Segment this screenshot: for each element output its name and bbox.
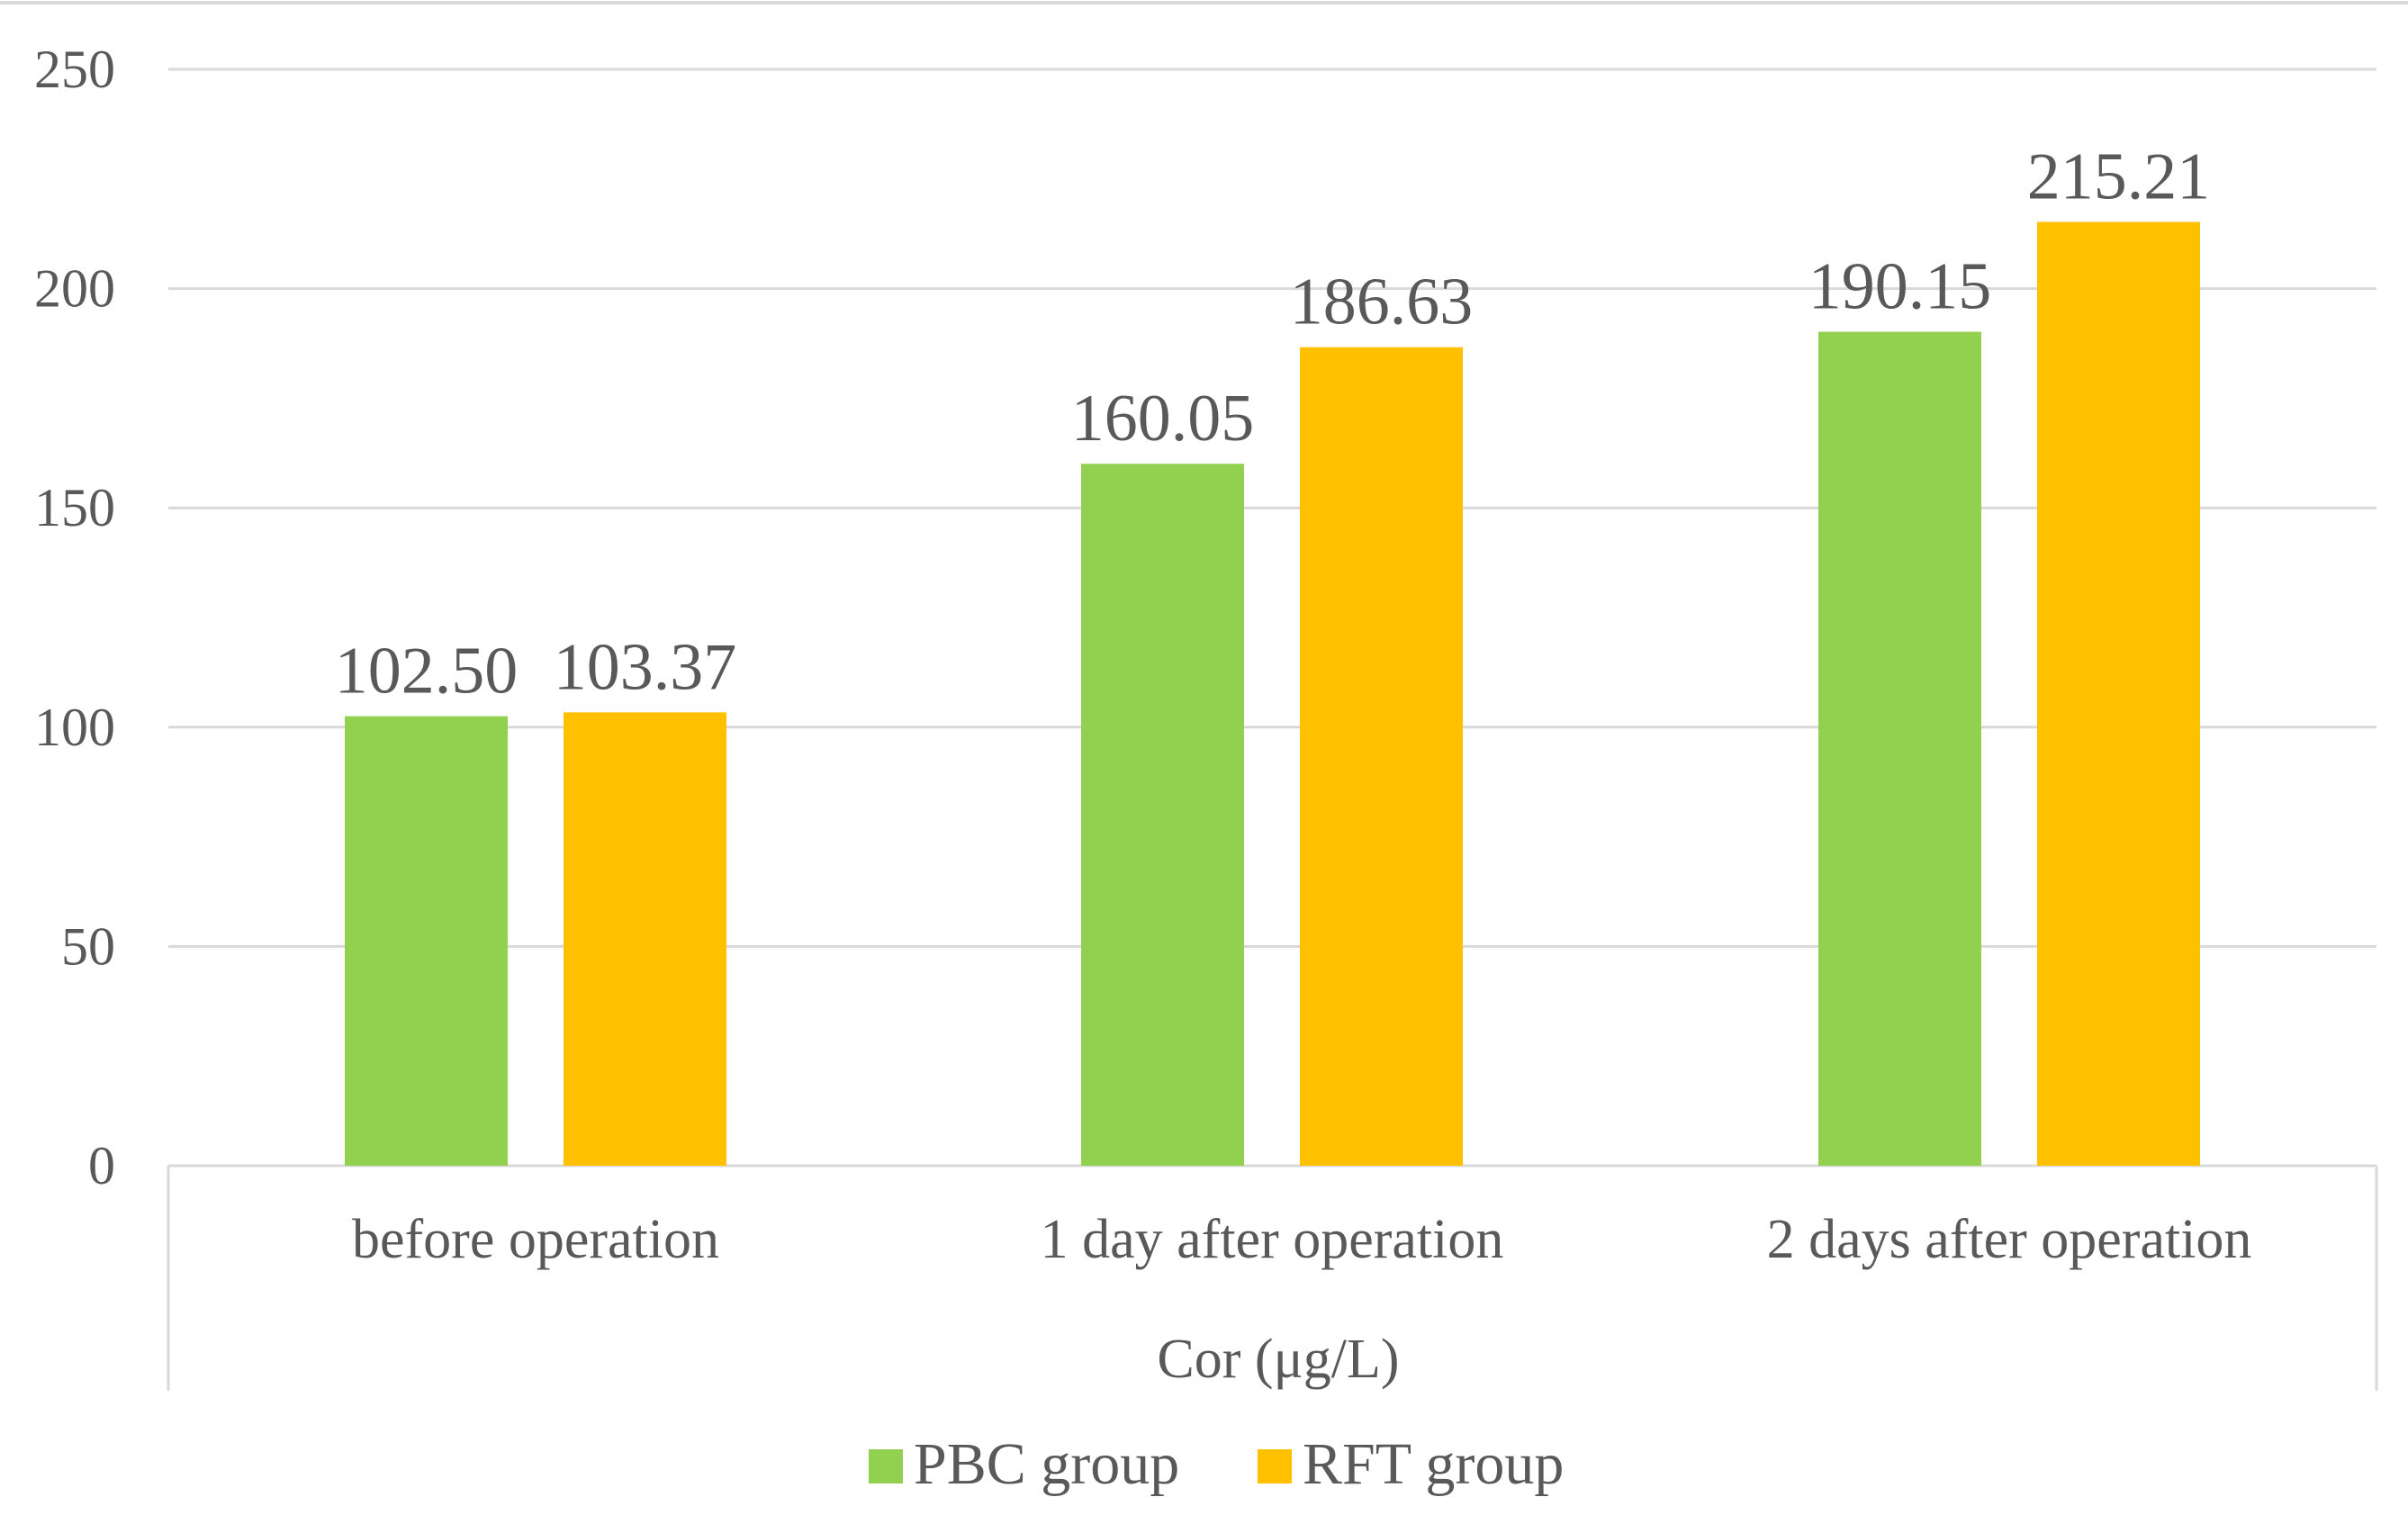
bar	[2037, 221, 2200, 1167]
bar	[345, 716, 508, 1166]
data-label: 215.21	[2027, 140, 2211, 213]
bars-layer	[345, 221, 2200, 1167]
data-label: 160.05	[1071, 382, 1255, 455]
y-tick-label: 100	[34, 698, 115, 757]
y-tick-label: 200	[34, 259, 115, 319]
y-tick-label: 0	[88, 1136, 115, 1195]
data-label: 190.15	[1808, 250, 1992, 324]
bar	[564, 712, 726, 1166]
bar	[1300, 347, 1463, 1166]
data-label: 186.63	[1290, 266, 1474, 339]
bar	[1818, 331, 1981, 1166]
legend-swatch	[1258, 1449, 1292, 1483]
legend-label: PBC group	[914, 1431, 1179, 1497]
y-tick-label: 250	[34, 40, 115, 99]
data-labels-layer: 102.50 160.05 190.15 103.37 186.63 215.21	[335, 140, 2211, 708]
x-category-label: 1 day after operation	[1041, 1209, 1504, 1270]
x-category-label: before operation	[352, 1209, 719, 1270]
data-label: 103.37	[554, 630, 737, 704]
legend: PBC group RFT group	[869, 1431, 1564, 1497]
legend-swatch	[869, 1449, 903, 1483]
y-tick-label: 50	[61, 916, 115, 976]
bar	[1081, 464, 1244, 1166]
x-category-label: 2 days after operation	[1767, 1209, 2252, 1270]
x-axis-title: Cor (μg/L)	[1157, 1329, 1399, 1390]
grid-layer	[0, 1, 2408, 948]
data-label: 102.50	[335, 635, 519, 708]
y-tick-label: 150	[34, 478, 115, 537]
axis-layer: 0 50 100 150 200 250 before operation 1 day aft…	[34, 40, 2378, 1391]
legend-label: RFT group	[1303, 1431, 1564, 1497]
